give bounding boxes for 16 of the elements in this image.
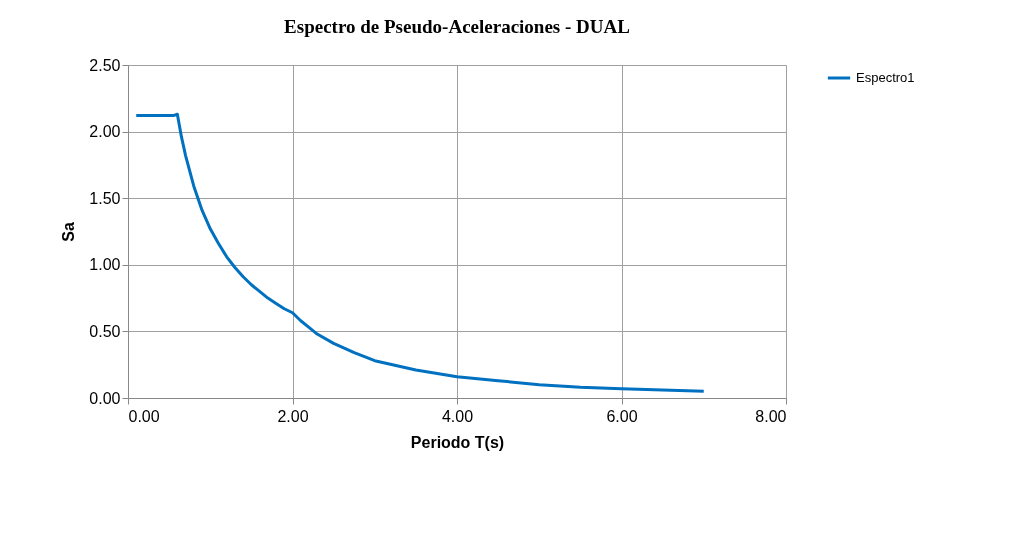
- y-tick-label: 2.00: [89, 123, 121, 141]
- x-axis-title: Periodo T(s): [410, 433, 505, 451]
- y-axis-title: Sa: [60, 222, 78, 242]
- y-tick-label: 0.00: [89, 389, 121, 407]
- y-tick-label: 1.00: [89, 256, 121, 274]
- x-tick-label: 2.00: [277, 407, 309, 425]
- x-tick-label: 4.00: [441, 407, 474, 425]
- x-tick-label: 6.00: [606, 407, 638, 425]
- y-tick-label: 1.50: [89, 189, 121, 207]
- y-tick-label: 0.50: [89, 322, 121, 340]
- legend-label: Espectro1: [856, 70, 915, 85]
- y-tick-label: 2.50: [89, 56, 121, 74]
- x-tick-label: 8.00: [755, 407, 787, 425]
- x-tick-label: 0.00: [128, 407, 160, 425]
- line-series: [134, 112, 706, 393]
- chart-title: Espectro de Pseudo-Aceleraciones - DUAL: [284, 16, 630, 37]
